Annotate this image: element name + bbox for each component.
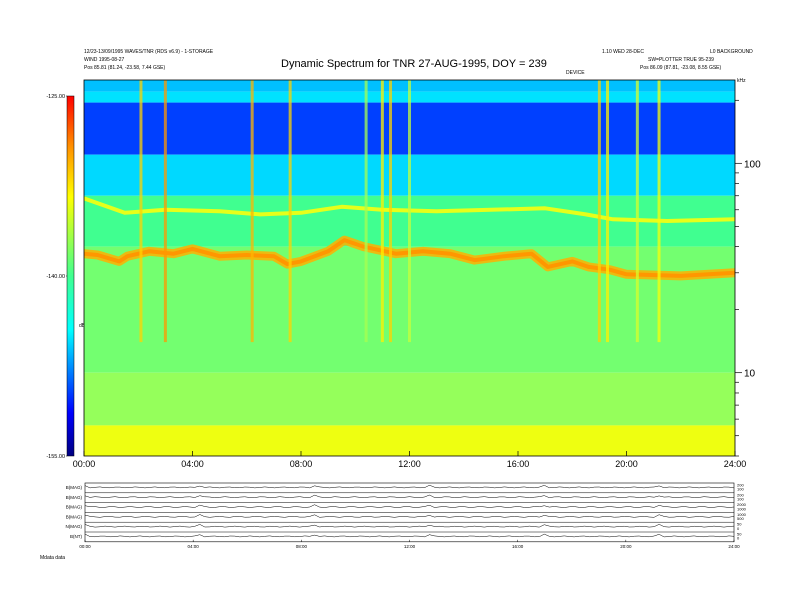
- x-tick-label: 24:00: [724, 459, 747, 469]
- header-left-line2: WIND 1995-08-27: [84, 57, 125, 63]
- header-center-small: DEVICE: [566, 70, 585, 76]
- chart-title: Dynamic Spectrum for TNR 27-AUG-1995, DO…: [281, 58, 547, 70]
- bottom-panel-tick-label: 0: [737, 526, 740, 531]
- radio-burst: [250, 80, 254, 343]
- radio-burst: [635, 80, 639, 343]
- bottom-x-tick-label: 04:00: [188, 544, 200, 549]
- spectrum-band: [84, 372, 735, 426]
- bottom-panel-tick-label: 500: [737, 516, 744, 521]
- radio-burst: [408, 80, 411, 343]
- bottom-x-tick-label: 16:00: [512, 544, 524, 549]
- bottom-x-tick-label: 24:00: [728, 544, 740, 549]
- x-tick-label: 00:00: [73, 459, 96, 469]
- radio-burst: [389, 80, 393, 343]
- x-tick-label: 04:00: [181, 459, 204, 469]
- bottom-panel-tick-label: 1000: [737, 506, 747, 511]
- y-tick-label: 100: [744, 159, 761, 170]
- bottom-x-tick-label: 12:00: [404, 544, 416, 549]
- header-left-line1: 12/23-13/09/1995 WAVES/TNR (RDS v6.9) - …: [84, 49, 214, 55]
- radio-burst: [657, 80, 661, 343]
- bottom-panel-label: B(MAG): [66, 505, 83, 510]
- bottom-panel-label: B(NT): [70, 534, 82, 539]
- bottom-panel-trace: [84, 524, 735, 528]
- bottom-panel-tick-label: 2000: [737, 502, 747, 507]
- radio-burst: [380, 80, 384, 343]
- colorbar-tick-label: -155.00: [46, 454, 65, 460]
- bottom-panel-trace: [84, 514, 735, 518]
- freq-unit-label: kHz: [737, 78, 746, 84]
- bottom-panel-label: B(MAG): [66, 514, 83, 519]
- bottom-panel-label: N(MAG): [66, 524, 83, 529]
- x-tick-label: 08:00: [290, 459, 313, 469]
- colorbar-label: dB: [79, 323, 86, 329]
- bottom-panel-trace: [84, 533, 735, 538]
- radio-burst: [606, 80, 610, 343]
- plasma-line: [84, 238, 735, 278]
- bottom-panel-label: B(MAG): [66, 485, 83, 490]
- bottom-x-tick-label: 20:00: [620, 544, 632, 549]
- bottom-panel-tick-label: 200: [737, 483, 744, 488]
- bottom-panel-tick-label: 100: [737, 497, 744, 502]
- bottom-panel-trace: [84, 494, 735, 498]
- bottom-x-tick-label: 00:00: [79, 544, 91, 549]
- bottom-panel-tick-label: 1000: [737, 512, 747, 517]
- radio-burst: [288, 80, 292, 343]
- header-right-line3: Pos 86.09 (87.81, -23.08, 8.55 GSE): [640, 65, 722, 71]
- header-right-line2: SW=PLOTTER TRUE 95-239: [648, 57, 714, 63]
- bottom-panel-tick-label: 0: [737, 536, 740, 541]
- x-tick-label: 16:00: [507, 459, 530, 469]
- bottom-x-tick-label: 08:00: [296, 544, 308, 549]
- header-right-corner: L0 BACKGROUND: [710, 49, 753, 55]
- radio-burst: [139, 80, 143, 343]
- y-tick-label: 10: [744, 369, 756, 380]
- colorbar-tick-label: -140.00: [46, 274, 65, 280]
- radio-burst: [364, 80, 368, 343]
- colorbar-tick-label: -125.00: [46, 94, 65, 100]
- bottom-panel-tick-label: 100: [737, 487, 744, 492]
- radio-burst: [163, 80, 167, 343]
- radio-burst: [597, 80, 601, 343]
- footer-label: Mdata data: [40, 555, 66, 561]
- bottom-panel-tick-label: 50: [737, 522, 742, 527]
- x-tick-label: 20:00: [615, 459, 638, 469]
- bottom-panel-label: B(MAG): [66, 495, 83, 500]
- x-tick-label: 12:00: [398, 459, 421, 469]
- header-right-line1: 1.10 WED 28-DEC: [602, 49, 644, 55]
- bottom-panel-tick-label: 50: [737, 532, 742, 537]
- spectrum-band: [84, 425, 735, 456]
- colorbar: [66, 95, 75, 457]
- header-left-line3: Pos 85.81 (81.24, -23.58, 7.44 GSE): [84, 65, 166, 71]
- bottom-panel-tick-label: 200: [737, 492, 744, 497]
- bottom-panel-trace: [84, 504, 735, 508]
- bottom-panel-trace: [84, 484, 735, 489]
